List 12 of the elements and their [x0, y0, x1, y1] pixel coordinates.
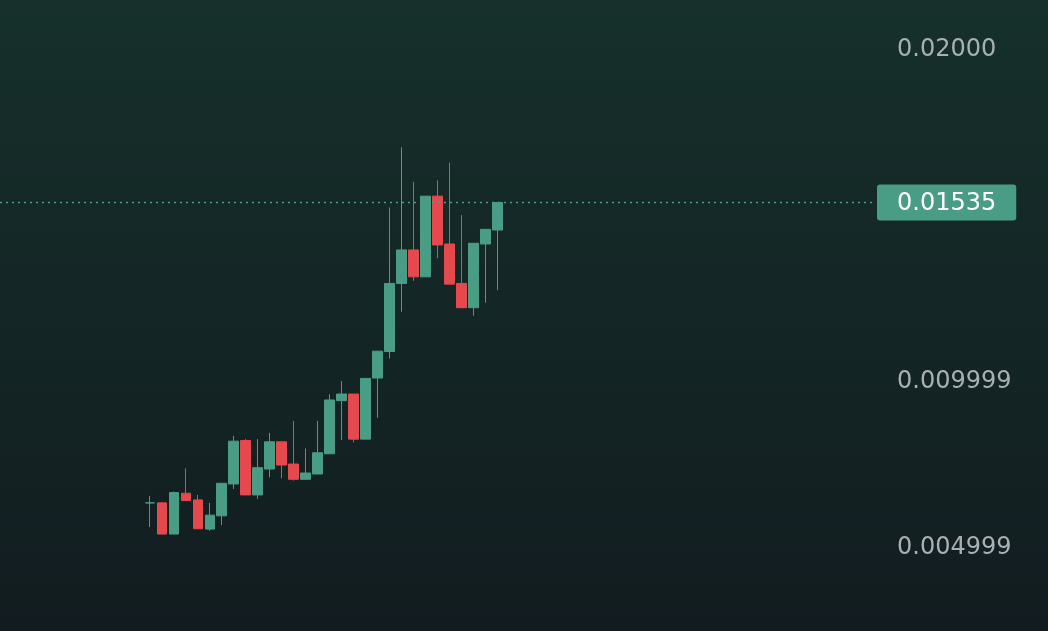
y-tick-label: 0.02000 — [897, 34, 997, 63]
candlestick — [145, 495, 155, 528]
candlestick — [157, 501, 167, 535]
y-tick-label: 0.009999 — [897, 366, 1012, 395]
candlestick — [169, 491, 179, 535]
y-tick-label: 0.004999 — [897, 532, 1012, 561]
candlestick — [348, 393, 359, 443]
candlestick — [193, 494, 203, 530]
ref-line-label: 0.01535 — [897, 188, 997, 217]
candlestick — [408, 181, 419, 282]
candlestick — [240, 438, 251, 496]
candlestick — [181, 467, 191, 502]
